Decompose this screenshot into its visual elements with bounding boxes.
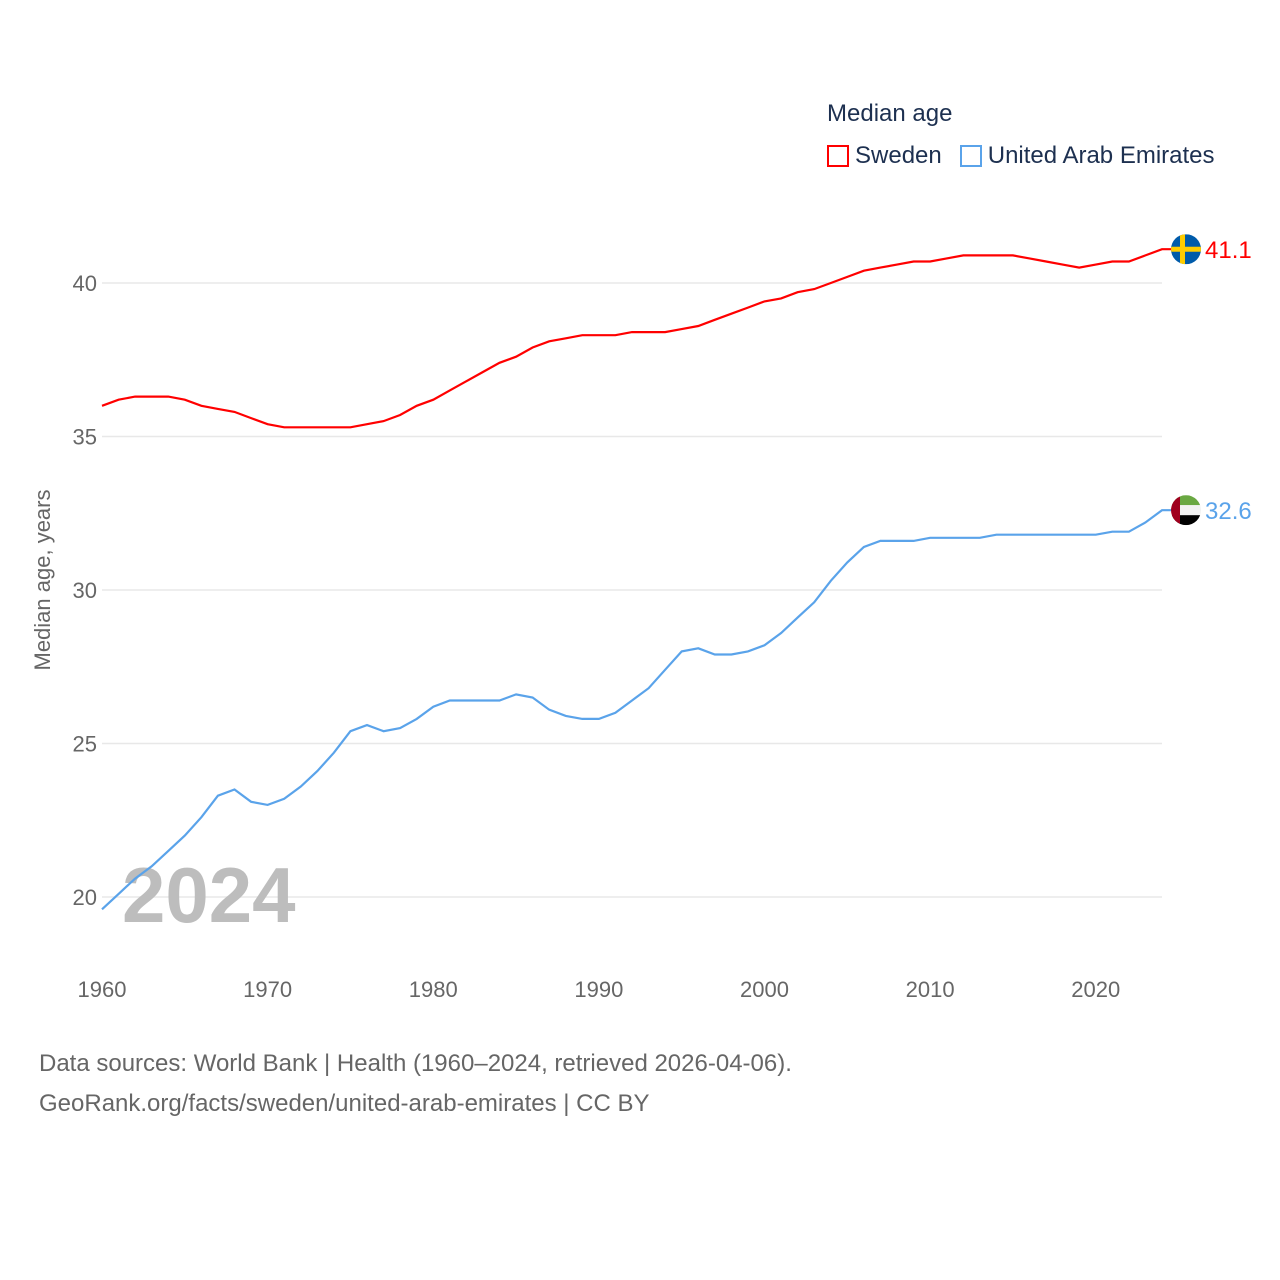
x-tick-label: 2000 — [740, 977, 789, 1002]
legend-swatch-sweden — [827, 145, 849, 167]
sweden-flag-icon — [1171, 234, 1201, 265]
end-value-label: 32.6 — [1205, 498, 1252, 525]
end-value-label: 41.1 — [1205, 237, 1252, 264]
legend-title: Median age — [827, 100, 953, 127]
x-tick-label: 1960 — [78, 977, 127, 1002]
legend-label-sweden[interactable]: Sweden — [855, 142, 942, 169]
y-axis-label: Median age, years — [30, 490, 55, 671]
x-tick-label: 2010 — [906, 977, 955, 1002]
y-tick-label: 20 — [73, 885, 97, 910]
source-link[interactable]: GeoRank.org/facts/sweden/united-arab-emi… — [39, 1090, 650, 1117]
y-tick-label: 35 — [73, 425, 97, 450]
footer: Data sources: World Bank | Health (1960–… — [39, 1044, 792, 1124]
y-tick-label: 25 — [73, 732, 97, 757]
x-tick-label: 1970 — [243, 977, 292, 1002]
x-tick-label: 1980 — [409, 977, 458, 1002]
legend-swatch-uae — [959, 145, 982, 167]
legend: Sweden United Arab Emirates — [827, 142, 1215, 170]
x-tick-label: 1990 — [574, 977, 623, 1002]
series-line-sweden — [101, 248, 1174, 429]
series-line-uae — [101, 509, 1174, 911]
data-source-note: Data sources: World Bank | Health (1960–… — [39, 1050, 792, 1077]
uae-flag-icon — [1171, 495, 1201, 526]
legend-label-uae[interactable]: United Arab Emirates — [987, 142, 1215, 169]
y-tick-label: 30 — [73, 578, 97, 603]
year-watermark: 2024 — [122, 851, 296, 939]
x-tick-label: 2020 — [1071, 977, 1120, 1002]
y-tick-label: 40 — [73, 271, 97, 296]
